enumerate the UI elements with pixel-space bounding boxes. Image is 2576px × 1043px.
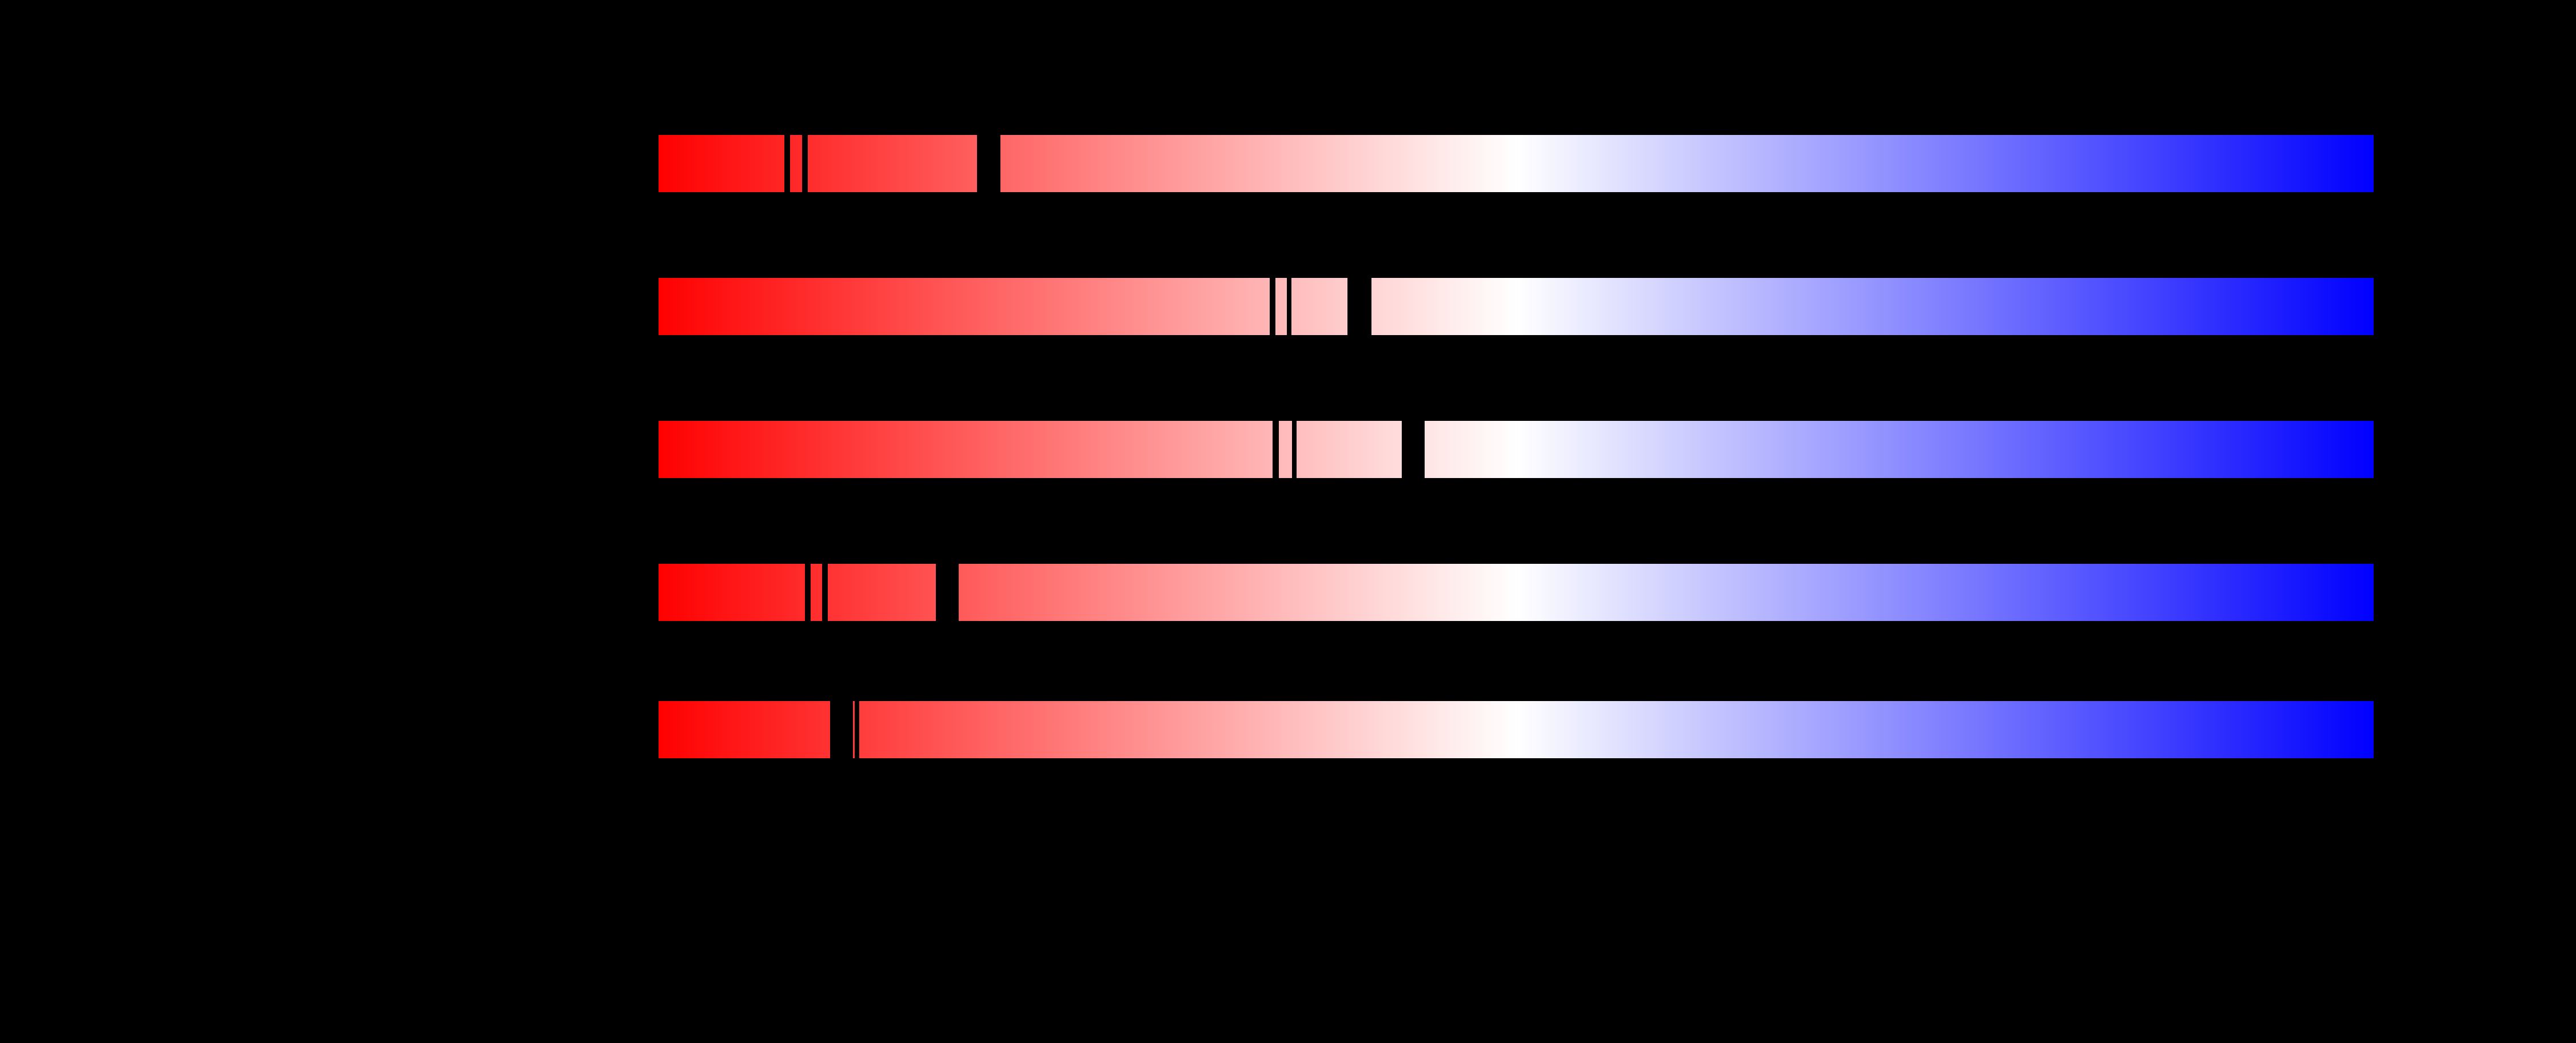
colorbar-segment-1-2[interactable]	[1291, 278, 1347, 335]
colorbar-segment-0-1[interactable]	[790, 135, 802, 192]
colorbar-segment-1-3[interactable]	[1371, 278, 2374, 335]
colorbar-segment-4-1[interactable]	[853, 701, 855, 758]
colorbar-row-0[interactable]	[659, 135, 2374, 192]
colorbar-segment-0-0[interactable]	[659, 135, 784, 192]
colorbar-row-1[interactable]	[659, 278, 2374, 335]
colorbar-segment-3-2[interactable]	[828, 564, 936, 621]
colorbar-segment-3-3[interactable]	[959, 564, 2374, 621]
colorbar-segment-1-1[interactable]	[1275, 278, 1287, 335]
colorbar-segment-1-0[interactable]	[659, 278, 1270, 335]
colorbar-segment-2-2[interactable]	[1297, 421, 1402, 478]
colorbar-segment-3-0[interactable]	[659, 564, 805, 621]
colorbar-row-3[interactable]	[659, 564, 2374, 621]
colorbar-segment-4-2[interactable]	[859, 701, 2374, 758]
colorbar-segment-0-2[interactable]	[808, 135, 977, 192]
colorbar-segment-3-1[interactable]	[811, 564, 822, 621]
colorbar-row-4[interactable]	[659, 701, 2374, 758]
colorbar-segment-2-0[interactable]	[659, 421, 1273, 478]
colorbar-segment-2-1[interactable]	[1279, 421, 1292, 478]
colorbar-segment-0-3[interactable]	[1000, 135, 2374, 192]
colorbar-segment-4-0[interactable]	[659, 701, 830, 758]
colorbar-row-2[interactable]	[659, 421, 2374, 478]
colorbar-segment-2-3[interactable]	[1425, 421, 2374, 478]
